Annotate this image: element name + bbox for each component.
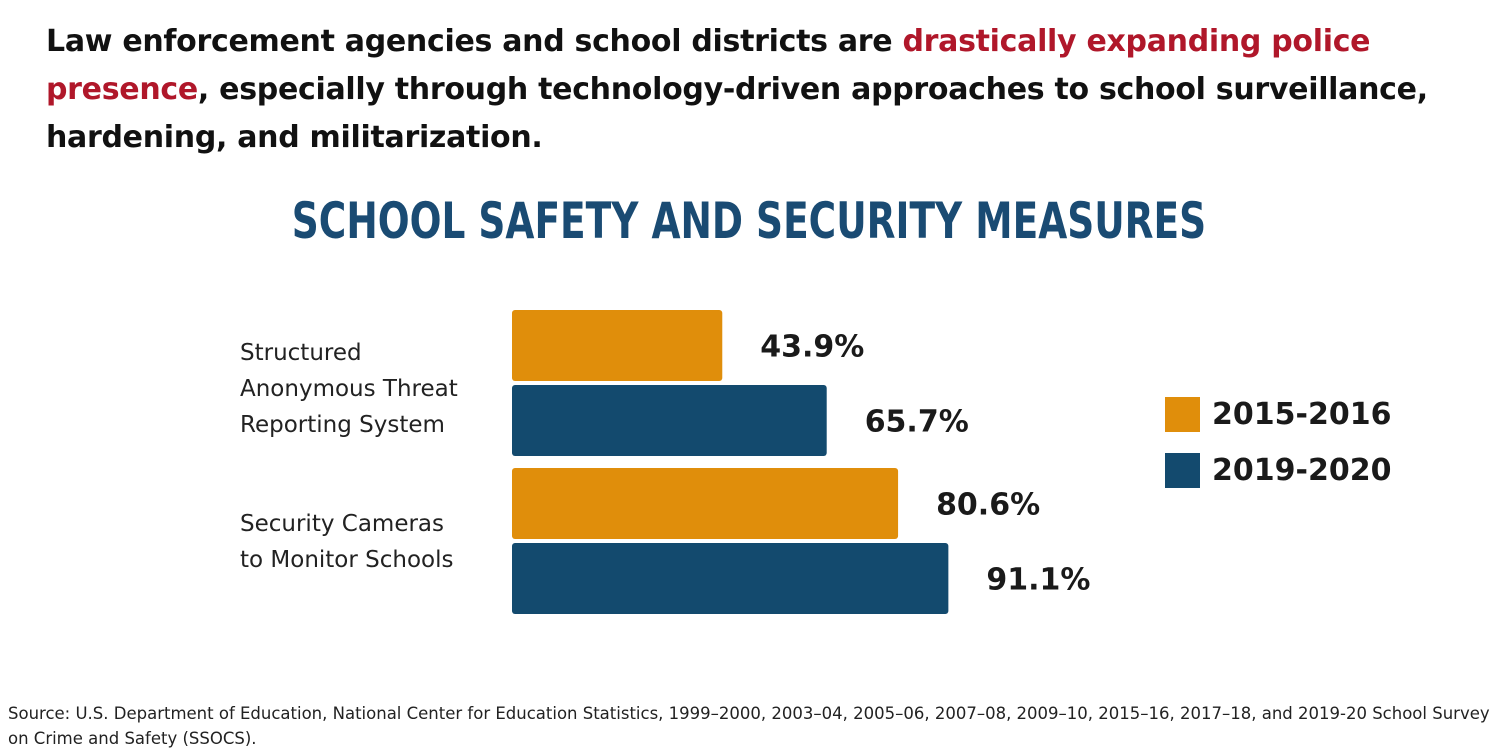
bar-value-label: 43.9% [760, 330, 864, 365]
chart-title: SCHOOL SAFETY AND SECURITY MEASURES [291, 192, 1207, 250]
category-label-line: to Monitor Schools [240, 547, 454, 573]
legend-label-2019-2020: 2019-2020 [1212, 452, 1392, 488]
bar-2019-2020-security-cameras [512, 543, 949, 614]
category-label-line: Security Cameras [240, 511, 445, 537]
legend-label-2015-2016: 2015-2016 [1212, 396, 1392, 432]
source-note: Source: U.S. Department of Education, Na… [8, 704, 1490, 748]
legend-swatch-2015-2016 [1165, 396, 1200, 432]
category-label-line: Structured [240, 340, 362, 366]
headline-part2: , especially through technology-driven a… [46, 72, 1428, 155]
bar-2015-2016-threat-reporting [512, 310, 723, 381]
headline: Law enforcement agencies and school dist… [46, 18, 1446, 162]
legend-item-2019-2020: 2019-2020 [1165, 452, 1391, 488]
category-label-security-cameras: Security Cameras to Monitor Schools [240, 506, 453, 578]
bar-value-label: 80.6% [936, 488, 1040, 523]
headline-accent: drastically expanding police presence [46, 24, 1371, 107]
bar-value-label: 91.1% [986, 563, 1090, 598]
category-label-line: Reporting System [240, 412, 445, 438]
bar-value-label: 65.7% [865, 405, 969, 440]
legend-swatch-2019-2020 [1165, 452, 1200, 488]
category-label-line: Anonymous Threat [240, 376, 458, 402]
category-label-threat-reporting: Structured Anonymous Threat Reporting Sy… [240, 335, 458, 443]
bar-2015-2016-security-cameras [512, 468, 899, 539]
bar-2019-2020-threat-reporting [512, 385, 827, 456]
legend-item-2015-2016: 2015-2016 [1165, 396, 1391, 432]
headline-part1: Law enforcement agencies and school dist… [46, 24, 903, 59]
